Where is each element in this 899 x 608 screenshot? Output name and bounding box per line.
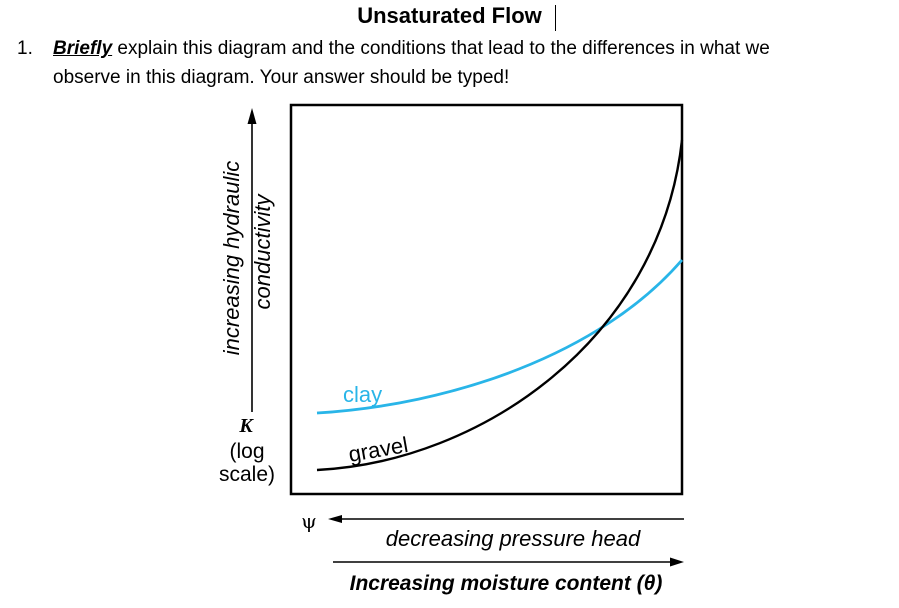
k-symbol: K <box>238 415 254 437</box>
x-axis-label: decreasing pressure head <box>386 526 641 551</box>
question-line-1: Briefly explain this diagram and the con… <box>53 35 770 63</box>
gravel-curve <box>316 139 684 472</box>
gravel-label: gravel <box>347 432 410 467</box>
clay-curve <box>316 259 684 415</box>
text-cursor <box>555 5 556 31</box>
question-number: 1. <box>17 38 33 59</box>
psi-symbol: ψ <box>301 509 317 533</box>
y-axis-label-line-2: conductivity <box>250 193 275 310</box>
page-title: Unsaturated Flow <box>357 3 542 28</box>
clay-label: clay <box>343 382 382 407</box>
k-scale-label: scale) <box>219 463 275 486</box>
question-emphasis: Briefly <box>53 38 113 59</box>
y-axis-arrow-head <box>247 108 257 124</box>
x-axis-label-2: Increasing moisture content (θ) <box>350 572 663 595</box>
y-axis-label-line-1: increasing hydraulic <box>219 161 244 355</box>
k-log-label: (log <box>229 440 264 463</box>
pressure-head-arrow-head <box>328 515 342 523</box>
moisture-arrow-head <box>670 557 684 567</box>
question-line-2: observe in this diagram. Your answer sho… <box>53 67 510 88</box>
question-line-1-rest: explain this diagram and the conditions … <box>112 38 770 59</box>
plot-frame <box>289 103 684 496</box>
